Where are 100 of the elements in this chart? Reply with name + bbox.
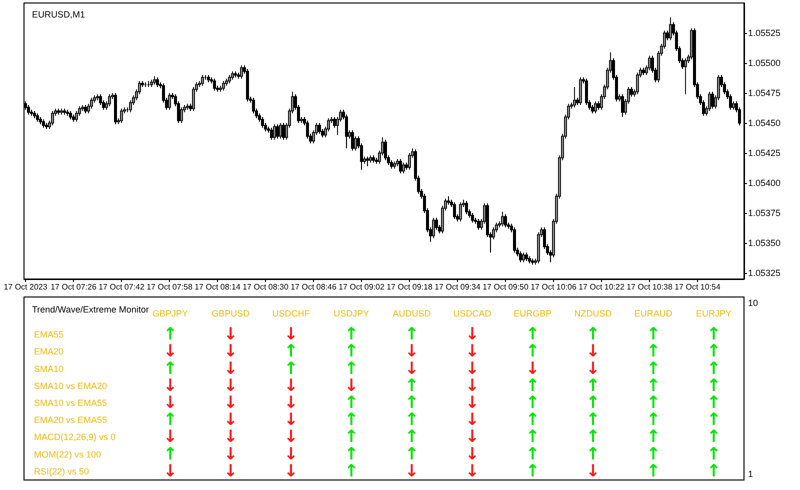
category-label: EMA20 <box>34 346 64 357</box>
candlestick <box>225 78 228 86</box>
candlestick <box>432 217 435 239</box>
text: ↑ <box>646 393 661 413</box>
candlestick <box>471 212 474 224</box>
x-tick-label: 17 Oct 10:38 <box>626 282 673 292</box>
candlestick <box>66 109 69 116</box>
candlestick <box>513 226 516 254</box>
x-tick-label: 17 Oct 09:34 <box>434 282 481 292</box>
candlestick <box>465 200 468 215</box>
candlestick <box>57 108 60 116</box>
category-label: USDCAD <box>453 308 492 318</box>
candlestick <box>63 108 66 116</box>
candlestick <box>351 130 354 152</box>
candlestick <box>375 157 378 164</box>
x-tick-label: 17 Oct 07:42 <box>98 282 145 292</box>
candlestick <box>576 97 579 106</box>
candlestick <box>114 92 117 125</box>
candlestick <box>90 97 93 110</box>
candlestick <box>621 94 624 118</box>
category-label: SMA10 vs EMA20 <box>34 380 108 391</box>
candlestick <box>537 232 540 264</box>
candlestick <box>525 252 528 262</box>
candlestick <box>30 109 33 116</box>
text: ↓ <box>223 393 238 413</box>
y-tick-label: 1.05450 <box>748 118 781 128</box>
candlestick <box>363 156 366 164</box>
category-label: USDJPY <box>334 308 370 318</box>
candlestick <box>84 104 87 114</box>
candlestick <box>636 72 639 95</box>
candlestick <box>348 130 351 140</box>
category-label: EURAUD <box>634 308 673 318</box>
candlestick <box>213 78 216 92</box>
candlestick <box>261 116 264 128</box>
candlestick <box>528 256 531 264</box>
candlestick <box>156 76 159 88</box>
candlestick <box>51 110 54 126</box>
candlestick <box>231 70 234 80</box>
candlestick <box>96 94 99 101</box>
candlestick <box>282 122 285 140</box>
x-tick-label: 17 Oct 08:30 <box>242 282 289 292</box>
candlestick <box>597 100 600 110</box>
category-label: GBPJPY <box>152 308 188 318</box>
category-label: SMA10 <box>34 364 64 374</box>
candlestick <box>168 92 171 110</box>
category-label: GBPUSD <box>212 308 250 318</box>
x-tick-label: 17 Oct 07:58 <box>146 282 193 292</box>
candlestick <box>399 158 402 174</box>
text: ↓ <box>465 393 480 413</box>
candlestick <box>618 94 621 102</box>
candlestick <box>666 30 669 41</box>
text: 1 <box>748 469 754 479</box>
candlestick <box>219 85 222 92</box>
candlestick <box>270 127 273 140</box>
candlestick <box>252 97 255 114</box>
x-tick-label: 17 Oct 09:50 <box>482 282 529 292</box>
candlestick <box>39 116 42 125</box>
x-tick-label: 17 Oct 08:14 <box>194 282 241 292</box>
candlestick <box>60 108 63 116</box>
y-tick-label: 1.05425 <box>748 148 781 158</box>
candlestick <box>519 250 522 263</box>
candlestick <box>201 74 204 86</box>
candlestick <box>459 202 462 222</box>
candlestick <box>732 100 735 110</box>
y-tick-label: 1.05325 <box>748 268 781 278</box>
candlestick <box>228 74 231 84</box>
candlestick <box>684 58 687 95</box>
candlestick <box>579 76 582 106</box>
candlestick <box>504 214 507 228</box>
candlestick <box>435 217 438 230</box>
candlestick <box>690 28 693 60</box>
candlestick <box>333 116 336 128</box>
candlestick <box>189 103 192 112</box>
category-label: AUDUSD <box>392 308 432 318</box>
text: ↑ <box>525 393 540 413</box>
category-label: EURJPY <box>696 308 732 318</box>
x-tick-label: 17 Oct 2023 <box>4 282 48 292</box>
candlestick <box>120 108 123 124</box>
candlestick <box>366 156 369 167</box>
x-tick-label: 17 Oct 08:46 <box>290 282 337 292</box>
x-tick-label: 17 Oct 09:18 <box>386 282 433 292</box>
candlestick <box>45 122 48 130</box>
candlestick <box>141 80 144 88</box>
candlestick <box>642 67 645 76</box>
y-tick-label: 1.05500 <box>748 58 781 68</box>
candlestick <box>273 124 276 140</box>
candlestick <box>477 218 480 230</box>
candlestick <box>531 258 534 266</box>
candlestick <box>384 139 387 161</box>
category-label: NZDUSD <box>574 308 612 318</box>
text: Trend/Wave/Extreme Monitor <box>32 304 149 314</box>
text: EURUSD,M1 <box>32 10 86 20</box>
category-label: MOM(22) vs 100 <box>34 449 102 460</box>
candlestick <box>147 80 150 88</box>
candlestick <box>594 100 597 114</box>
text: ↑ <box>344 393 359 413</box>
text: ↑ <box>586 393 600 413</box>
candlestick <box>129 100 132 113</box>
text: 10 <box>748 298 758 308</box>
candlestick <box>279 122 282 140</box>
